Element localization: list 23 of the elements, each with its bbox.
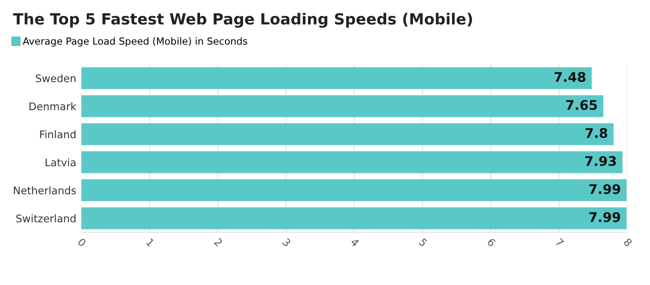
y-tick-label: Switzerland	[16, 214, 76, 222]
x-tick-label: 7	[555, 238, 564, 247]
x-tick-label: 0	[77, 238, 87, 248]
x-tick-label: 4	[350, 238, 360, 248]
data-label: 7.99	[589, 212, 620, 222]
x-tick-label: 6	[486, 238, 496, 248]
x-tick-label: 3	[282, 238, 292, 247]
y-tick-label: Latvia	[46, 158, 76, 166]
y-tick-label: Sweden	[36, 74, 76, 82]
x-tick-label: 2	[214, 238, 223, 247]
data-label: 7.8	[586, 128, 608, 138]
x-tick-label: 8	[623, 238, 633, 248]
chart-title: The Top 5 Fastest Web Page Loading Speeds (Mobile)	[13, 12, 472, 28]
data-label: 7.65	[566, 100, 597, 110]
y-tick-label: Netherlands	[14, 186, 76, 194]
y-tick-label: Denmark	[30, 102, 76, 110]
data-label: 7.93	[585, 156, 616, 166]
x-tick-label: 5	[418, 238, 428, 247]
legend-label: Average Page Load Speed (Mobile) in Seconds	[22, 37, 248, 47]
data-label: 7.48	[554, 72, 586, 82]
x-tick-label: 1	[146, 238, 154, 247]
y-tick-label: Finland	[40, 130, 76, 138]
data-label: 7.99	[589, 184, 620, 194]
